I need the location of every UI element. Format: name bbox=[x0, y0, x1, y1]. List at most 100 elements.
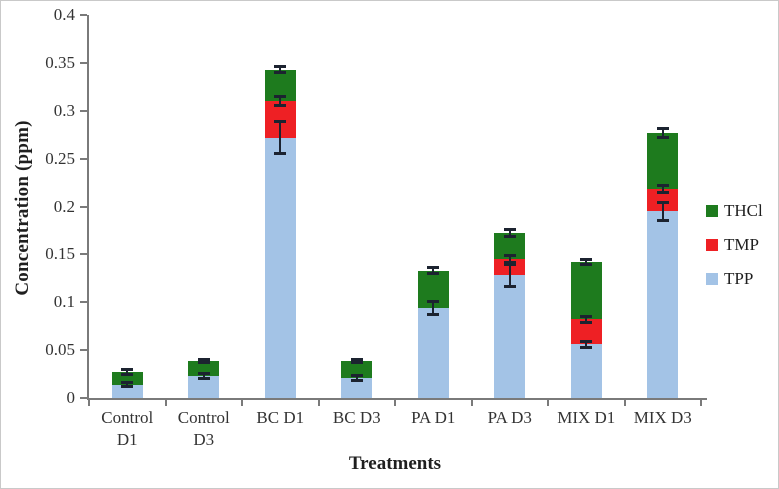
x-tick-label: Control D1 bbox=[101, 408, 154, 449]
y-tick-label: 0.05 bbox=[45, 340, 75, 360]
x-tick bbox=[394, 400, 396, 406]
error-bar-cap bbox=[197, 372, 210, 376]
error-bar-cap bbox=[656, 200, 669, 204]
error-bar-line bbox=[202, 373, 205, 379]
x-tick-label: Control D3 bbox=[177, 408, 230, 449]
error-bar-cap bbox=[274, 64, 287, 68]
error-bar-line bbox=[508, 229, 511, 238]
error-bar-cap bbox=[580, 314, 593, 318]
x-tick-label: PA D3 bbox=[487, 408, 532, 427]
error-bar-cap bbox=[580, 346, 593, 350]
error-bar-line bbox=[585, 315, 588, 324]
error-bar-line bbox=[661, 185, 664, 194]
x-tick bbox=[241, 400, 243, 406]
x-tick bbox=[317, 400, 320, 406]
y-tick bbox=[80, 109, 87, 112]
error-bar-cap bbox=[580, 262, 593, 266]
error-bar-cap bbox=[503, 254, 516, 258]
legend-label-tpp: TPP bbox=[724, 269, 754, 288]
x-tick-label: MIX D1 bbox=[557, 408, 616, 427]
error-bar-cap bbox=[656, 191, 669, 195]
bar-segment-tpp bbox=[341, 377, 373, 398]
y-tick-label: 0.25 bbox=[45, 148, 75, 168]
y-tick bbox=[80, 14, 87, 16]
error-bar-cap bbox=[197, 357, 210, 361]
error-bar-cap bbox=[503, 260, 516, 264]
error-bar-cap bbox=[121, 368, 134, 372]
bar-segment-tmp bbox=[647, 189, 679, 212]
error-bar-cap bbox=[274, 103, 287, 107]
legend: THCl TMP TPP bbox=[706, 202, 763, 304]
y-tick bbox=[80, 301, 87, 304]
bar-segment-tpp bbox=[188, 375, 220, 398]
legend-label-tmp: TMP bbox=[724, 235, 759, 254]
x-tick bbox=[88, 400, 90, 406]
y-tick bbox=[80, 205, 87, 208]
error-bar-line bbox=[432, 301, 435, 315]
error-bar-cap bbox=[350, 378, 363, 382]
error-bar-cap bbox=[427, 265, 440, 269]
tpp-swatch-icon bbox=[706, 272, 718, 285]
y-tick-label: 0.2 bbox=[53, 196, 75, 216]
error-bar-line bbox=[126, 381, 129, 388]
bar-segment-tpp bbox=[264, 137, 296, 398]
error-bar-cap bbox=[656, 218, 669, 222]
error-bar-line bbox=[661, 127, 664, 138]
bar-segment-thcl bbox=[341, 360, 373, 378]
error-bar-line bbox=[279, 65, 282, 74]
bar-segment-thcl bbox=[111, 372, 143, 385]
legend-item-tpp: TPP bbox=[706, 270, 763, 287]
error-bar-cap bbox=[580, 258, 593, 262]
error-bar-line bbox=[508, 263, 511, 287]
error-bar-cap bbox=[197, 376, 210, 380]
y-tick bbox=[80, 61, 87, 64]
bar-segment-thcl bbox=[188, 360, 220, 376]
error-bar-cap bbox=[427, 300, 440, 304]
x-axis-title: Treatments bbox=[348, 453, 442, 474]
error-bar-cap bbox=[274, 120, 287, 124]
error-bar-cap bbox=[580, 321, 593, 325]
y-tick bbox=[80, 157, 87, 160]
error-bar-line bbox=[279, 121, 282, 154]
y-tick-label: 0 bbox=[66, 388, 76, 407]
error-bar-cap bbox=[350, 357, 363, 361]
error-bar-cap bbox=[121, 373, 134, 377]
error-bar-cap bbox=[656, 184, 669, 188]
error-bar-cap bbox=[350, 360, 363, 364]
error-bar-cap bbox=[656, 135, 669, 139]
y-tick bbox=[80, 397, 87, 399]
error-bar-line bbox=[279, 96, 282, 106]
bar-segment-thcl bbox=[570, 262, 602, 320]
y-axis-line bbox=[87, 15, 89, 400]
error-bar-cap bbox=[427, 312, 440, 316]
x-tick bbox=[623, 400, 626, 406]
y-tick-label: 0.3 bbox=[53, 100, 75, 120]
error-bar-line bbox=[585, 259, 588, 265]
error-bar-line bbox=[355, 375, 358, 381]
error-bar-cap bbox=[503, 235, 516, 239]
error-bar-cap bbox=[121, 385, 134, 389]
bar-segment-thcl bbox=[647, 132, 679, 190]
thcl-swatch-icon bbox=[706, 204, 718, 217]
y-tick-label: 0.35 bbox=[45, 52, 75, 72]
error-bar-cap bbox=[121, 380, 134, 384]
y-tick bbox=[80, 253, 87, 256]
x-tick-label: BC D1 bbox=[256, 408, 305, 427]
error-bar-line bbox=[585, 340, 588, 349]
x-tick bbox=[164, 400, 167, 406]
error-bar-line bbox=[508, 255, 511, 263]
legend-label-thcl: THCl bbox=[724, 201, 763, 220]
error-bar-cap bbox=[274, 95, 287, 99]
error-bar-cap bbox=[656, 126, 669, 130]
error-bar-cap bbox=[274, 71, 287, 75]
legend-item-tmp: TMP bbox=[706, 236, 763, 253]
x-tick-label: PA D1 bbox=[411, 408, 456, 427]
x-tick bbox=[547, 400, 549, 406]
error-bar-cap bbox=[197, 360, 210, 364]
error-bar-cap bbox=[350, 374, 363, 378]
bar-segment-tpp bbox=[647, 211, 679, 398]
error-bar-line bbox=[432, 266, 435, 275]
y-tick bbox=[80, 349, 87, 352]
error-bar-cap bbox=[503, 284, 516, 288]
